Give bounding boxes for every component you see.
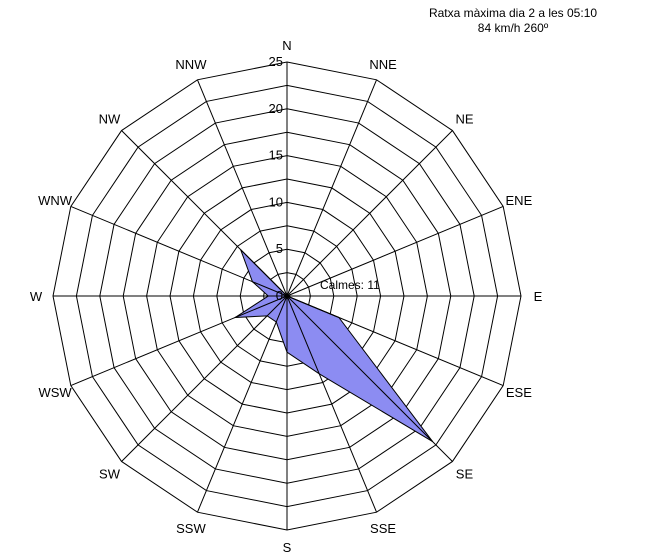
radial-tick-label: 20 <box>269 101 283 116</box>
radial-tick-label: 25 <box>269 54 283 69</box>
grid-spoke <box>70 205 288 297</box>
direction-label-ssw: SSW <box>176 521 206 536</box>
series-ray-se <box>286 295 433 442</box>
direction-label-ne: NE <box>455 112 473 127</box>
radial-tick-label: 10 <box>269 194 283 209</box>
direction-label-n: N <box>282 38 291 53</box>
grid-spoke <box>121 295 288 462</box>
direction-label-nnw: NNW <box>175 57 207 72</box>
series-ray-nw <box>240 249 288 297</box>
direction-label-e: E <box>534 289 543 304</box>
direction-label-sw: SW <box>99 466 121 481</box>
radial-tick-label: 5 <box>276 241 283 256</box>
grid-spoke <box>286 130 453 297</box>
grid-spoke <box>196 295 288 513</box>
radial-tick-labels: 0 5 10 15 20 25 <box>269 54 283 303</box>
radial-tick-label: 0 <box>276 288 283 303</box>
direction-label-se: SE <box>456 466 474 481</box>
series-ray-wnw <box>252 281 288 297</box>
series-ray-wsw <box>234 295 288 318</box>
data-series <box>233 239 434 443</box>
direction-label-nw: NW <box>99 112 121 127</box>
direction-label-ese: ESE <box>506 385 532 400</box>
max-gust-annotation: Ratxa màxima dia 2 a les 05:10 84 km/h 2… <box>388 6 638 36</box>
grid-spoke <box>196 79 288 297</box>
grid-spoke <box>286 79 378 297</box>
direction-label-sse: SSE <box>370 521 396 536</box>
series-ray-ssw <box>275 295 288 323</box>
series-area <box>233 239 434 443</box>
direction-labels: N NNE NE ENE E ESE SE SSE S SSW SW WSW W WNW NW NNW <box>30 38 543 555</box>
direction-label-nne: NNE <box>369 57 397 72</box>
max-gust-line-2: 84 km/h 260º <box>477 21 549 35</box>
series-ray-sse <box>286 295 320 375</box>
direction-label-s: S <box>283 540 292 555</box>
series-ray-sw <box>266 295 288 317</box>
grid-spoke <box>286 205 504 297</box>
direction-label-ene: ENE <box>506 193 533 208</box>
direction-label-w: W <box>30 289 43 304</box>
max-gust-line-1: Ratxa màxima dia 2 a les 05:10 <box>428 6 598 20</box>
calms-label: Calmes: 11 <box>320 278 380 292</box>
direction-label-wsw: WSW <box>38 385 72 400</box>
radial-tick-label: 15 <box>269 148 283 163</box>
direction-label-wnw: WNW <box>38 193 73 208</box>
series-ray-ese <box>286 295 340 318</box>
